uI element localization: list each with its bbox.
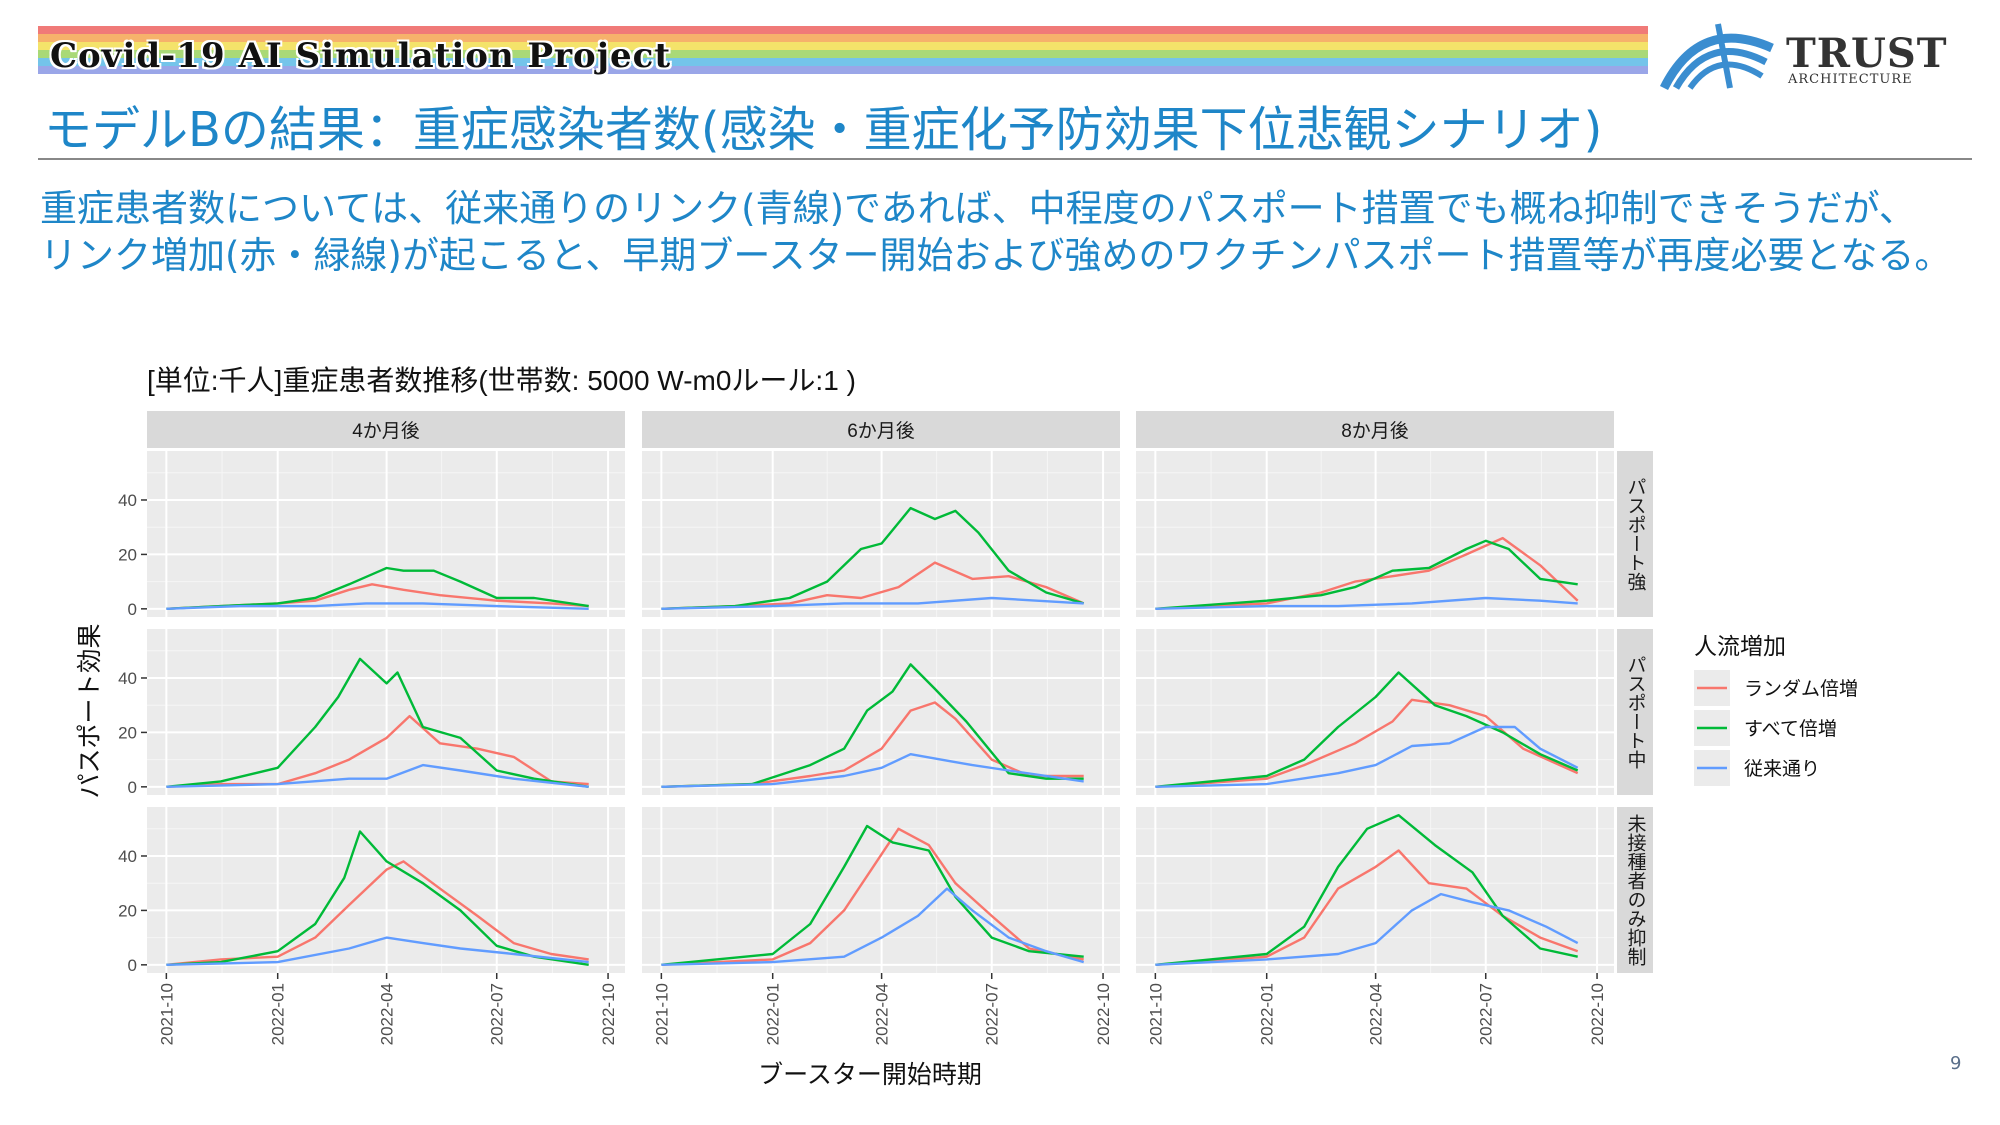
y-tick-label: 20	[118, 545, 137, 564]
x-tick-label: 2022-04	[378, 983, 397, 1045]
x-tick-label: 2022-10	[599, 983, 618, 1045]
series-line	[661, 506, 1085, 610]
x-tick-label: 2021-10	[1146, 983, 1165, 1045]
x-tick-label: 2022-01	[269, 983, 288, 1045]
rainbow-banner-bar	[38, 26, 1648, 84]
series-line	[1155, 539, 1578, 610]
facet-label-column: 8か月後	[1341, 420, 1409, 442]
facet-strip-column	[642, 411, 1120, 448]
y-tick-label: 0	[128, 778, 137, 797]
x-tick-label: 2022-01	[764, 983, 783, 1045]
y-tick-label: 0	[128, 956, 137, 975]
series-line	[1155, 849, 1579, 966]
chart-title: [単位:千人]重症患者数推移(世帯数: 5000 W-m0ルール:1 )	[147, 365, 856, 396]
y-tick-label: 40	[118, 491, 137, 510]
x-tick-label: 2022-04	[1367, 983, 1386, 1045]
y-tick-label: 40	[118, 669, 137, 688]
series-line	[166, 602, 589, 610]
facet-strip-column	[147, 411, 625, 448]
x-tick-label: 2022-10	[1094, 983, 1113, 1045]
facet-strip-column	[1136, 411, 1614, 448]
x-tick-label: 2021-10	[652, 983, 671, 1045]
slide-title: モデルBの結果：重症感染者数(感染・重症化予防効果下位悲観シナリオ)	[44, 102, 1603, 158]
facet-label-column: 4か月後	[352, 420, 420, 442]
rainbow-stripe	[38, 66, 1648, 74]
arch-logo-icon	[1660, 23, 1774, 90]
y-tick-label: 0	[128, 600, 137, 619]
series-line	[661, 887, 1085, 966]
series-line	[1155, 596, 1578, 610]
series-line	[661, 824, 1084, 966]
rainbow-stripe	[38, 34, 1648, 42]
y-tick-label: 20	[118, 901, 137, 920]
series-line	[661, 701, 1084, 788]
logo-name: TRUST	[1786, 30, 1948, 77]
rainbow-stripe	[38, 50, 1648, 58]
facet-label-row: パスポート強	[1625, 477, 1647, 591]
x-tick-label: 2022-10	[1588, 983, 1607, 1045]
series-line	[1155, 814, 1578, 966]
series-line	[661, 596, 1084, 610]
x-tick-label: 2021-10	[157, 983, 176, 1045]
facet-strip-row	[1617, 807, 1653, 973]
legend-label: すべて倍増	[1744, 718, 1837, 740]
title-divider	[38, 158, 1972, 160]
x-tick-label: 2022-01	[1258, 983, 1277, 1045]
slide-summary: 重症患者数については、従来通りのリンク(青線)であれば、中程度のパスポート措置で…	[40, 185, 1951, 279]
facet-strip-row	[1617, 451, 1653, 617]
facet-strip-row	[1617, 629, 1653, 795]
y-tick-label: 20	[118, 723, 137, 742]
y-tick-label: 40	[118, 847, 137, 866]
legend-label: ランダム倍増	[1744, 678, 1858, 700]
series-line	[166, 566, 589, 610]
rainbow-stripe	[38, 58, 1648, 66]
facet-label-row: 未接種者のみ抑制	[1625, 814, 1647, 966]
legend-label: 従来通り	[1744, 758, 1820, 780]
page-number: 9	[1950, 1053, 1962, 1074]
series-line	[1155, 671, 1579, 788]
summary-line-1: 重症患者数については、従来通りのリンク(青線)であれば、中程度のパスポート措置で…	[40, 187, 1916, 230]
series-line	[166, 763, 589, 788]
series-line	[661, 663, 1084, 788]
series-line	[166, 657, 589, 788]
rainbow-stripe	[38, 26, 1648, 34]
x-tick-label: 2022-07	[983, 983, 1002, 1045]
x-tick-label: 2022-07	[1477, 983, 1496, 1045]
series-line	[166, 936, 589, 966]
legend-title: 人流増加	[1694, 633, 1786, 659]
y-axis-title: パスポート効果	[76, 623, 104, 798]
series-line	[1155, 892, 1579, 966]
x-tick-label: 2022-07	[488, 983, 507, 1045]
facet-label-column: 6か月後	[847, 420, 915, 442]
series-line	[661, 561, 1085, 610]
facet-label-row: パスポート中	[1625, 655, 1646, 769]
series-line	[661, 753, 1084, 788]
x-tick-label: 2022-04	[873, 983, 892, 1045]
x-axis-title: ブースター開始時期	[758, 1061, 982, 1089]
series-line	[166, 830, 589, 966]
series-line	[661, 827, 1084, 966]
project-banner: Covid-19 AI Simulation Project	[50, 36, 672, 76]
logo-subtitle: ARCHITECTURE	[1788, 72, 1913, 87]
rainbow-stripe	[38, 42, 1648, 50]
summary-line-2: リンク増加(赤・緑線)が起こると、早期ブースター開始および強めのワクチンパスポー…	[40, 234, 1952, 277]
series-line	[1155, 725, 1579, 788]
